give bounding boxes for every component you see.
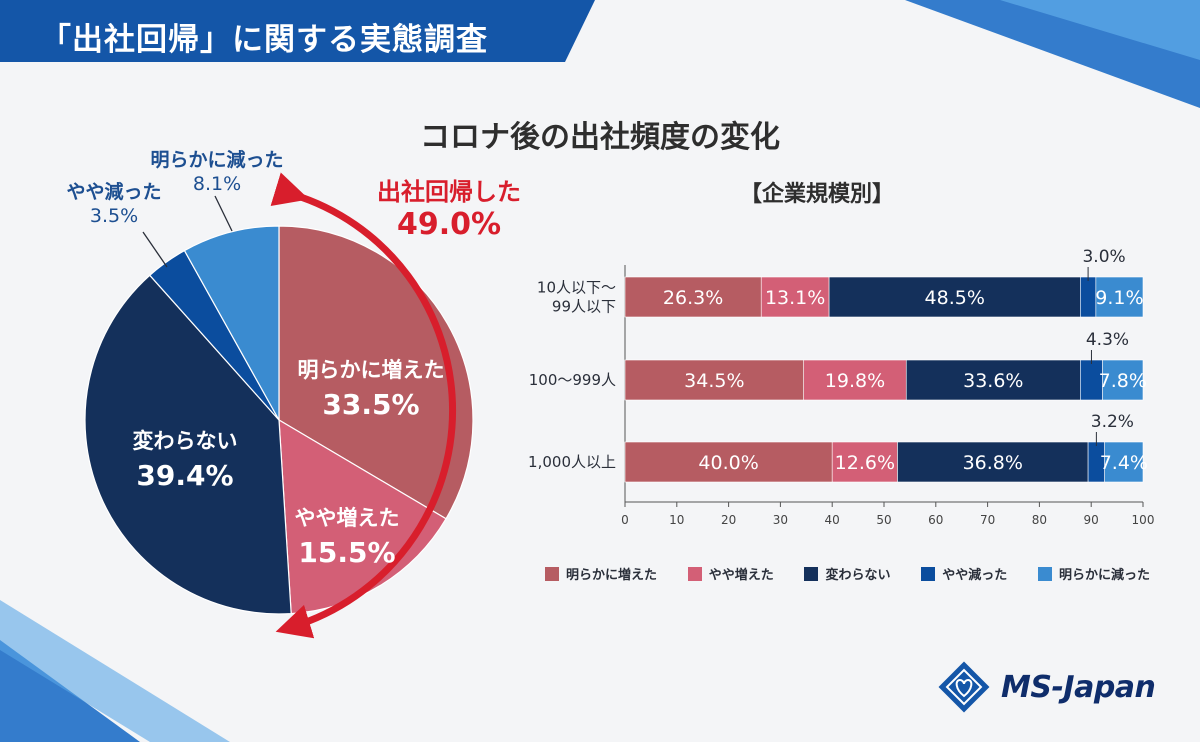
x-tick-label: 0 — [621, 513, 629, 527]
bar-chart-title: 【企業規模別】 — [740, 182, 895, 207]
bar-value-label-やや減った: 3.0% — [1082, 247, 1125, 267]
legend-swatch — [921, 566, 936, 581]
y-category-label: 10人以下〜 99人以下 — [537, 279, 616, 316]
pie-label-変わらない: 変わらない 39.4% — [132, 429, 238, 492]
leader-line-やや減った — [142, 231, 168, 268]
main-title: コロナ後の出社頻度の変化 — [420, 120, 780, 155]
x-tick-label: 70 — [980, 513, 995, 527]
pie-label-やや増えた: やや増えた 15.5% — [294, 506, 400, 569]
legend-item-変わらない: 変わらない — [804, 564, 890, 583]
bar-value-label-明らかに増えた: 26.3% — [663, 287, 723, 309]
pie-label-明らかに増えた: 明らかに増えた 33.5% — [297, 358, 445, 421]
legend-item-やや減った: やや減った — [921, 564, 1007, 583]
x-tick-label: 40 — [825, 513, 840, 527]
bar-value-label-変わらない: 36.8% — [963, 452, 1023, 474]
legend: 明らかに増えた やや増えた 変わらない やや減った 明らかに減った — [545, 564, 1150, 583]
legend-swatch — [687, 566, 702, 581]
bar-value-label-明らかに増えた: 34.5% — [684, 370, 744, 392]
y-category-label: 100〜999人 — [529, 371, 616, 389]
x-tick-label: 90 — [1084, 513, 1099, 527]
bar-segment-明らかに増えた — [624, 441, 833, 483]
bar-value-label-やや増えた: 12.6% — [835, 452, 895, 474]
bar-value-label-やや増えた: 13.1% — [765, 287, 825, 309]
pie-label-明らかに減った: 明らかに減った 8.1% — [150, 149, 284, 195]
x-tick-label: 80 — [1032, 513, 1047, 527]
bar-segment-明らかに減った — [1102, 359, 1144, 401]
bar-segment-明らかに減った — [1104, 441, 1144, 483]
legend-item-明らかに減った: 明らかに減った — [1037, 564, 1150, 583]
bar-value-label-明らかに減った: 9.1% — [1095, 287, 1143, 309]
bar-segment-変わらない — [828, 276, 1081, 318]
bar-segment-明らかに増えた — [624, 276, 762, 318]
legend-swatch — [804, 566, 819, 581]
logo-text: MS-Japan — [1001, 669, 1156, 705]
pie-label-やや減った: やや減った 3.5% — [66, 181, 162, 227]
legend-swatch — [545, 566, 559, 581]
company-logo: MS-Japan — [935, 658, 1156, 716]
bar-segment-明らかに増えた — [624, 359, 805, 401]
return-arrow — [270, 172, 456, 639]
x-tick-label: 100 — [1132, 513, 1155, 527]
header-title: 「出社回帰」に関する実態調査 — [40, 22, 488, 58]
x-tick-label: 20 — [721, 513, 736, 527]
leader-line-明らかに減った — [214, 195, 233, 232]
bar-value-label-やや減った: 3.2% — [1091, 412, 1134, 432]
stacked-bar-chart: 0 10 20 30 40 50 60 70 80 90 100 10人以下〜 99人以下 26.3% 13… — [528, 247, 1155, 527]
bar-segment-やや増えた — [803, 359, 907, 401]
return-label: 出社回帰した 49.0% — [377, 178, 521, 242]
bar-segment-明らかに減った — [1095, 276, 1144, 318]
bar-segment-やや増えた — [760, 276, 830, 318]
bar-value-label-変わらない: 33.6% — [963, 370, 1023, 392]
x-tick-label: 50 — [876, 513, 891, 527]
bar-value-label-やや減った: 4.3% — [1086, 330, 1129, 350]
legend-item-やや増えた: やや増えた — [687, 564, 774, 583]
bar-value-label-明らかに減った: 7.8% — [1099, 370, 1147, 392]
bar-segment-やや減った — [1080, 276, 1097, 318]
bar-segment-変わらない — [897, 441, 1089, 483]
legend-swatch — [1037, 566, 1052, 581]
bar-value-label-明らかに増えた: 40.0% — [698, 452, 758, 474]
bar-value-label-変わらない: 48.5% — [925, 287, 985, 309]
pie-slice-変わらない — [84, 274, 292, 615]
bar-segment-やや増えた — [831, 441, 898, 483]
bar-segment-変わらない — [905, 359, 1081, 401]
bar-value-label-やや増えた: 19.8% — [825, 370, 885, 392]
x-tick-label: 60 — [928, 513, 943, 527]
x-tick-label: 30 — [773, 513, 788, 527]
x-tick-label: 10 — [669, 513, 684, 527]
legend-item-明らかに増えた: 明らかに増えた — [545, 564, 657, 583]
bar-value-label-明らかに減った: 7.4% — [1100, 452, 1148, 474]
logo-mark-icon — [938, 661, 990, 713]
y-category-label: 1,000人以上 — [528, 453, 616, 471]
